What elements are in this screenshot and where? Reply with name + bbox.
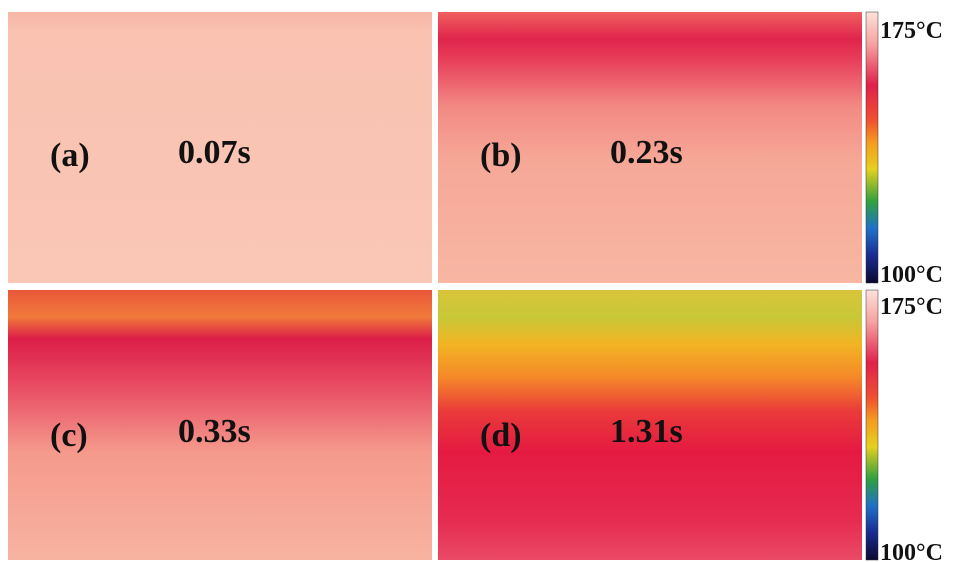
panel-time: 1.31s <box>610 413 683 450</box>
colorbar-min: 100°C <box>880 540 943 562</box>
panel-time: 0.07s <box>178 134 251 171</box>
panel-label: (b) <box>480 137 522 174</box>
colorbar-max: 175°C <box>880 18 943 44</box>
colorbar-max: 175°C <box>880 294 943 320</box>
figure: (a) 0.07s (b) 0.23s (c) 0.33s (d) 1.31s … <box>0 0 970 562</box>
panel-label: (c) <box>50 417 88 454</box>
colorbar <box>866 12 878 283</box>
panel-label: (a) <box>50 137 90 174</box>
colorbar <box>866 290 878 560</box>
panel-time: 0.23s <box>610 134 683 171</box>
colorbar-min: 100°C <box>880 262 943 288</box>
panel-label: (d) <box>480 417 522 454</box>
panel-time: 0.33s <box>178 413 251 450</box>
